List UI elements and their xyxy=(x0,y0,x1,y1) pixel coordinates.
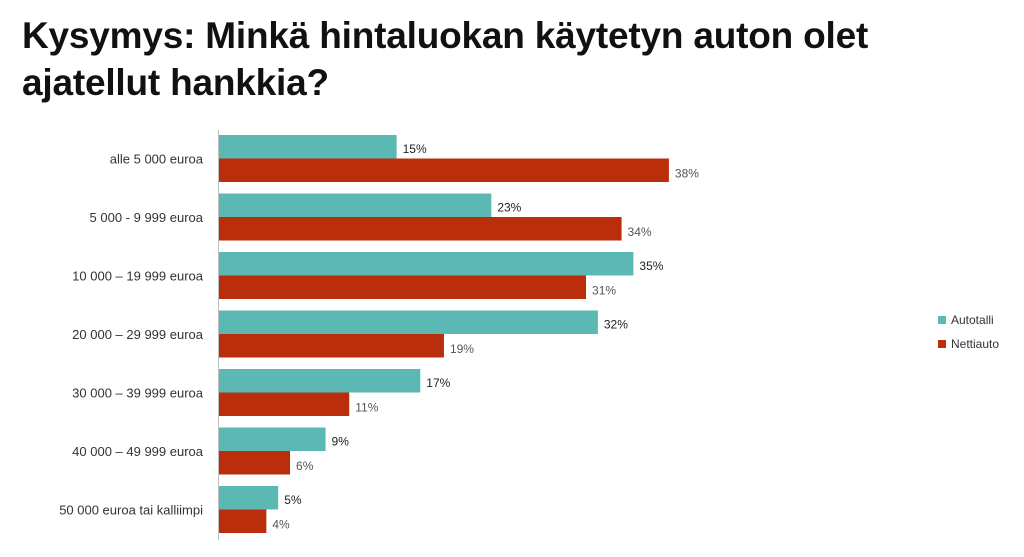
data-label-nettiauto-4: 11% xyxy=(355,400,378,414)
category-label: 20 000 – 29 999 euroa xyxy=(72,327,204,342)
data-label-autotalli-1: 23% xyxy=(497,200,521,214)
category-label: 30 000 – 39 999 euroa xyxy=(72,386,204,401)
bar-autotalli-3 xyxy=(219,310,598,334)
bar-nettiauto-5 xyxy=(219,451,291,475)
legend-swatch-autotalli xyxy=(938,316,946,324)
legend-swatch-nettiauto xyxy=(938,340,946,348)
bar-autotalli-6 xyxy=(219,486,279,510)
data-label-autotalli-6: 5% xyxy=(284,493,302,507)
bar-nettiauto-3 xyxy=(219,334,444,358)
category-label: alle 5 000 euroa xyxy=(110,152,204,167)
bars-layer xyxy=(219,135,669,533)
labels-layer: alle 5 000 euroa 15% 38% 5 000 - 9 999 euro… xyxy=(59,142,699,532)
data-label-nettiauto-0: 38% xyxy=(675,166,699,180)
category-label: 5 000 - 9 999 euroa xyxy=(90,210,204,225)
category-label: 50 000 euroa tai kalliimpi xyxy=(59,503,203,518)
data-label-nettiauto-1: 34% xyxy=(628,225,652,239)
data-label-autotalli-4: 17% xyxy=(426,376,450,390)
data-label-autotalli-2: 35% xyxy=(639,259,663,273)
bar-nettiauto-2 xyxy=(219,275,587,299)
bar-nettiauto-0 xyxy=(219,158,669,182)
legend-label-autotalli: Autotalli xyxy=(951,313,994,327)
bar-autotalli-0 xyxy=(219,135,397,159)
bar-autotalli-2 xyxy=(219,252,634,276)
category-label: 40 000 – 49 999 euroa xyxy=(72,444,204,459)
data-label-nettiauto-3: 19% xyxy=(450,342,474,356)
bar-nettiauto-4 xyxy=(219,392,350,416)
data-label-nettiauto-6: 4% xyxy=(272,517,290,531)
data-label-autotalli-5: 9% xyxy=(332,434,350,448)
data-label-nettiauto-2: 31% xyxy=(592,283,616,297)
data-label-autotalli-0: 15% xyxy=(403,142,427,156)
bar-nettiauto-6 xyxy=(219,509,267,533)
bar-autotalli-1 xyxy=(219,193,492,217)
data-label-nettiauto-5: 6% xyxy=(296,459,314,473)
legend-label-nettiauto: Nettiauto xyxy=(951,337,999,351)
legend: Autotalli Nettiauto xyxy=(938,313,999,351)
bar-autotalli-5 xyxy=(219,427,326,451)
bar-autotalli-4 xyxy=(219,369,421,393)
category-label: 10 000 – 19 999 euroa xyxy=(72,269,204,284)
bar-nettiauto-1 xyxy=(219,217,622,241)
data-label-autotalli-3: 32% xyxy=(604,317,628,331)
chart-title: Kysymys: Minkä hintaluokan käytetyn auto… xyxy=(22,15,869,103)
